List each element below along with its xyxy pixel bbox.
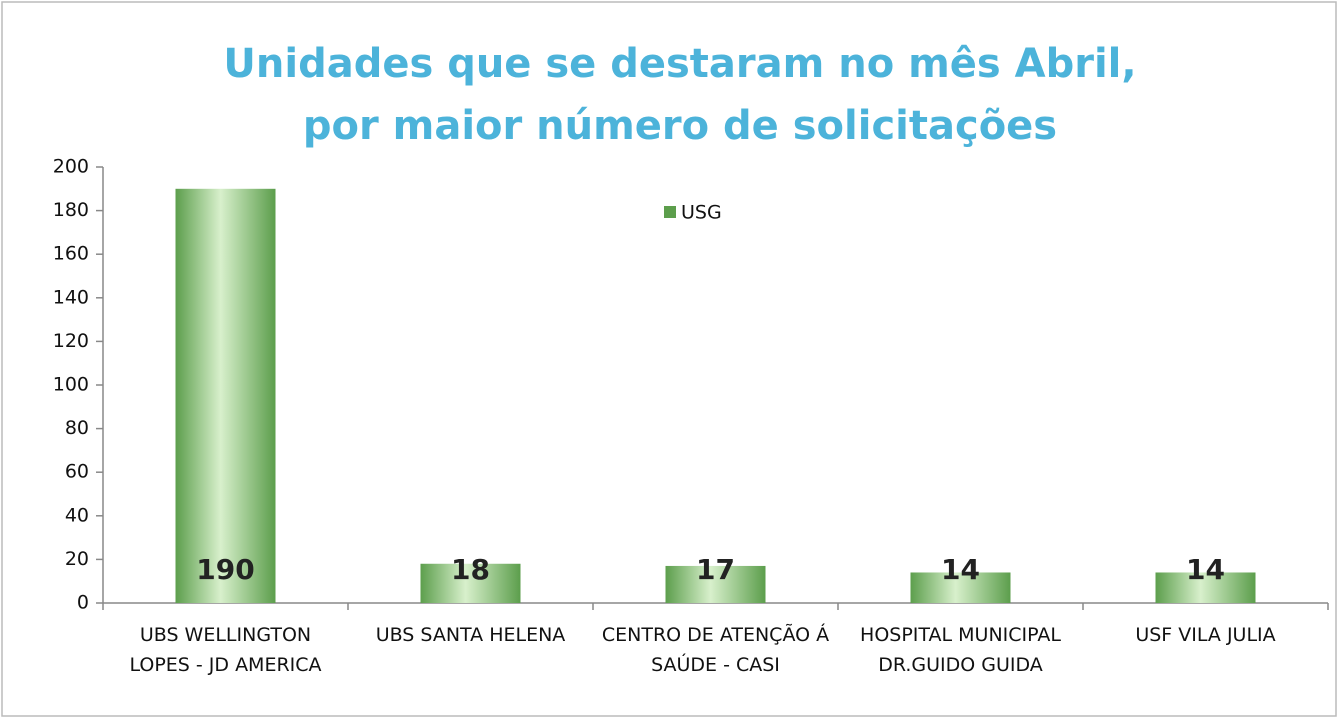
y-tick-label: 0 — [77, 592, 89, 614]
value-label: 17 — [696, 553, 735, 586]
bar — [175, 188, 276, 604]
bar — [1155, 572, 1256, 603]
chart-title: Unidades que se destaram no mês Abril, — [223, 41, 1136, 87]
y-tick-label: 80 — [65, 417, 89, 439]
y-tick-label: 180 — [53, 199, 89, 221]
y-tick-label: 20 — [65, 548, 89, 570]
x-tick-label: USF VILA JULIA — [1135, 624, 1276, 646]
value-label: 18 — [451, 553, 490, 586]
y-tick-label: 100 — [53, 374, 89, 396]
value-label: 190 — [196, 553, 254, 586]
y-tick-label: 140 — [53, 286, 89, 308]
value-label: 14 — [941, 553, 980, 586]
y-tick-label: 160 — [53, 243, 89, 265]
x-tick-label: UBS SANTA HELENA — [375, 624, 566, 646]
x-tick-label: CENTRO DE ATENÇÃO Á SAÚDE - CASI — [601, 624, 830, 676]
value-label: 14 — [1186, 553, 1225, 586]
legend-swatch — [664, 206, 676, 218]
bar — [910, 572, 1011, 603]
y-tick-label: 40 — [65, 504, 89, 526]
chart-title: por maior número de solicitações — [303, 103, 1057, 149]
bar — [420, 563, 521, 603]
x-tick-label: HOSPITAL MUNICIPAL DR.GUIDO GUIDA — [860, 624, 1061, 676]
x-tick-label: UBS WELLINGTON LOPES - JD AMERICA — [129, 624, 322, 676]
y-tick-label: 120 — [53, 330, 89, 352]
bar — [665, 565, 766, 603]
y-tick-label: 60 — [65, 461, 89, 483]
legend-label: USG — [681, 202, 722, 224]
y-tick-label: 200 — [53, 156, 89, 178]
